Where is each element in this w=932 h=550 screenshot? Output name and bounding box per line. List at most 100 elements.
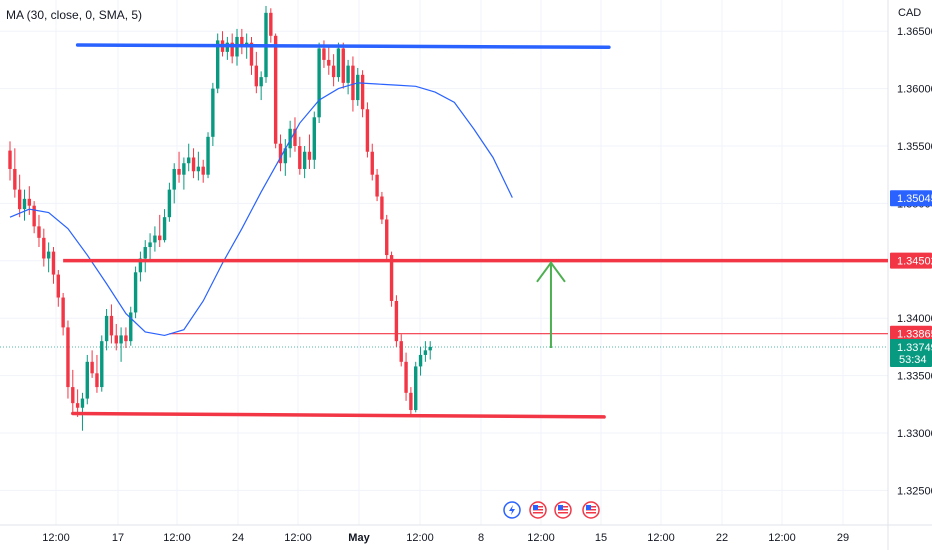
us-flag-icon[interactable] xyxy=(582,501,600,519)
candle-body xyxy=(90,361,94,374)
time-tick-label: 12:00 xyxy=(42,532,70,544)
candle xyxy=(327,44,331,75)
candle xyxy=(124,327,128,349)
candle-body xyxy=(356,74,360,101)
candle-body xyxy=(143,247,147,259)
candle-body xyxy=(13,168,17,190)
candle xyxy=(215,33,220,94)
candle-body xyxy=(27,198,32,206)
candle xyxy=(331,54,336,87)
candle-body xyxy=(172,168,176,190)
candle-body xyxy=(385,219,389,256)
candle xyxy=(32,201,36,234)
candle xyxy=(298,136,302,175)
price-badge-label: 1.33865 xyxy=(897,329,932,341)
candle-body xyxy=(215,40,220,89)
candle-body xyxy=(61,297,65,328)
candle-body xyxy=(56,274,60,298)
candle-body xyxy=(375,174,379,197)
candle-body xyxy=(17,189,22,210)
candle xyxy=(196,151,201,181)
candle-body xyxy=(302,151,307,169)
candle xyxy=(312,111,316,169)
candle-body xyxy=(307,151,312,160)
us-flag-icon[interactable] xyxy=(554,501,572,519)
candle-body xyxy=(37,226,41,238)
candle xyxy=(8,141,12,181)
candle xyxy=(240,28,244,55)
candle-body xyxy=(8,150,12,169)
candle xyxy=(172,163,176,204)
support-line xyxy=(71,411,606,419)
price-badge xyxy=(890,339,932,368)
candle-body xyxy=(153,235,157,243)
candle-body xyxy=(312,117,316,160)
candle-body xyxy=(162,217,167,241)
candle xyxy=(404,352,408,401)
resistance-line xyxy=(75,43,611,50)
flag-stripe xyxy=(533,512,543,514)
candle xyxy=(27,186,32,215)
price-tick-label: 1.34000 xyxy=(897,313,932,325)
lightning-bolt xyxy=(509,505,515,515)
candle-body xyxy=(104,315,109,342)
candle xyxy=(409,387,413,416)
candle xyxy=(385,214,389,261)
price-badge-label: 1.33749 xyxy=(897,342,932,354)
candle xyxy=(360,70,365,118)
candle-body xyxy=(66,327,70,388)
candle xyxy=(414,361,418,413)
currency-label: CAD xyxy=(898,7,921,19)
candle-body xyxy=(293,128,297,146)
candle xyxy=(293,117,297,152)
candle xyxy=(341,42,345,89)
candle xyxy=(119,327,123,362)
time-tick-label: 12:00 xyxy=(163,532,191,544)
candle xyxy=(365,102,370,158)
candle xyxy=(211,82,215,146)
candle xyxy=(346,59,350,95)
candle xyxy=(90,350,94,378)
candle xyxy=(370,143,374,181)
candle xyxy=(51,247,56,284)
candle xyxy=(269,8,273,43)
candle-body xyxy=(394,300,399,342)
candle-body xyxy=(283,148,288,164)
candle-body xyxy=(158,235,162,241)
candle xyxy=(206,132,210,179)
candle-body xyxy=(240,36,244,48)
price-tick-label: 1.36000 xyxy=(897,84,932,96)
countdown-label: 53:34 xyxy=(899,354,927,366)
candle-body xyxy=(211,88,215,137)
price-badge xyxy=(890,252,932,269)
candle xyxy=(104,309,109,351)
candle-body xyxy=(95,373,99,388)
candle-body xyxy=(42,237,46,259)
candle-body xyxy=(418,354,423,367)
time-tick-label: 22 xyxy=(716,532,728,544)
candle xyxy=(37,214,41,248)
candle xyxy=(380,191,384,225)
candle-body xyxy=(182,163,186,175)
candle xyxy=(177,151,181,183)
candle-body xyxy=(298,146,302,169)
candle-body xyxy=(119,335,123,344)
lightning-icon[interactable] xyxy=(503,501,521,519)
candle xyxy=(356,67,360,106)
flag-canton xyxy=(558,505,563,510)
time-tick-label: May xyxy=(348,532,370,544)
candle-body xyxy=(100,341,104,388)
price-tick-label: 1.32500 xyxy=(897,485,932,497)
candle xyxy=(375,168,379,202)
candle xyxy=(394,295,399,347)
candle xyxy=(85,354,89,405)
indicator-legend[interactable]: MA (30, close, 0, SMA, 5) xyxy=(6,8,143,22)
candle xyxy=(182,157,186,190)
candle-body xyxy=(129,312,133,342)
candle-body xyxy=(346,65,350,83)
candle-body xyxy=(133,272,138,313)
price-badge-label: 1.34502 xyxy=(897,256,932,268)
us-flag-icon[interactable] xyxy=(529,501,547,519)
candle-body xyxy=(249,42,254,66)
